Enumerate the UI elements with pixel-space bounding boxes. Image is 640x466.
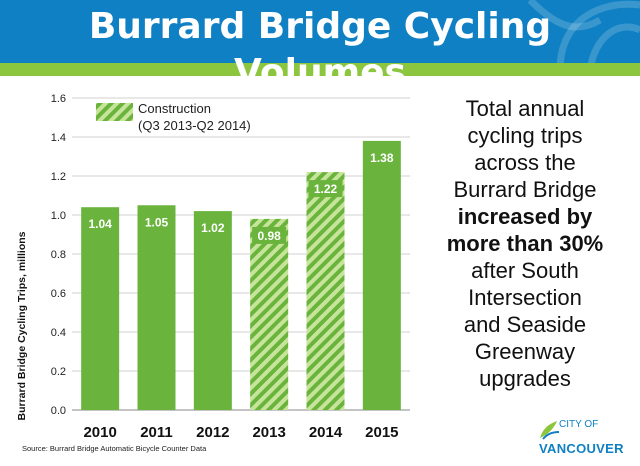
callout-line: after South — [471, 258, 579, 283]
y-tick-label: 1.6 — [51, 93, 66, 105]
data-label: 1.22 — [314, 182, 338, 196]
bar-2013 — [250, 218, 289, 410]
legend: Construction (Q3 2013-Q2 2014) — [138, 100, 251, 134]
data-label-box — [195, 219, 230, 237]
data-label: 1.38 — [370, 151, 394, 165]
x-tick-label: 2010 — [83, 424, 116, 441]
y-tick-label: 0.2 — [51, 366, 66, 378]
gridlines — [72, 97, 410, 411]
bar-2014 — [306, 172, 345, 410]
bar-2012 — [193, 211, 232, 410]
x-tick-label: 2015 — [365, 424, 398, 441]
source-note: Source: Burrard Bridge Automatic Bicycle… — [22, 444, 207, 453]
leaf-logo-icon — [540, 421, 560, 440]
callout-line-bold: increased by — [457, 204, 593, 229]
logo-text-bottom: VANCOUVER — [539, 441, 624, 456]
y-axis-label: Burrard Bridge Cycling Trips, millions — [16, 231, 28, 420]
data-labels: 1.04 1.05 1.02 0.98 1.22 1.38 — [83, 148, 399, 244]
data-label: 1.04 — [88, 217, 112, 231]
callout-line: Total annual — [465, 96, 585, 121]
header-banner: Burrard Bridge Cycling Volumes — [0, 0, 640, 76]
banner-stripe — [0, 63, 640, 76]
y-tick-label: 0.4 — [51, 327, 66, 339]
y-tick-label: 1.4 — [51, 132, 66, 144]
callout-line: Burrard Bridge — [453, 177, 597, 202]
city-logo: CITY OF VANCOUVER — [535, 418, 627, 458]
data-label-box — [308, 180, 343, 198]
logo-text-top: CITY OF — [559, 419, 599, 430]
x-tick-label: 2013 — [252, 424, 285, 441]
callout-line: across the — [474, 150, 576, 175]
callout-line: Intersection — [468, 285, 582, 310]
x-tick-label: 2011 — [140, 424, 173, 441]
bar-2010 — [81, 207, 120, 410]
y-tick-label: 0.0 — [51, 405, 66, 417]
x-axis-ticks: 2010 2011 2012 2013 2014 2015 — [83, 424, 398, 441]
data-label-box — [252, 226, 287, 244]
callout-line-bold: more than 30% — [446, 231, 604, 256]
legend-swatch — [96, 103, 133, 121]
callout-line: upgrades — [479, 366, 571, 391]
y-axis-ticks: 0.0 0.2 0.4 0.6 0.8 1.0 1.2 1.4 1.6 — [51, 93, 66, 417]
data-label-box — [83, 215, 118, 233]
y-tick-label: 1.0 — [51, 210, 66, 222]
data-label-box — [364, 148, 399, 166]
legend-label-line1: Construction — [138, 101, 211, 116]
bar-2015 — [362, 140, 401, 410]
y-tick-label: 1.2 — [51, 171, 66, 183]
x-tick-label: 2014 — [309, 424, 343, 441]
data-label-box — [139, 213, 174, 231]
y-tick-label: 0.6 — [51, 288, 66, 300]
legend-label-line2: (Q3 2013-Q2 2014) — [138, 118, 251, 133]
banner-decoration — [527, 0, 640, 71]
data-label: 0.98 — [257, 229, 281, 243]
callout-line: Greenway — [474, 339, 576, 364]
callout-line: cycling trips — [467, 123, 583, 148]
page-title: Burrard Bridge Cycling Volumes — [88, 6, 552, 76]
callout-text: Total annual cycling trips across the Bu… — [420, 95, 630, 392]
bar-chart: 1.04 1.05 1.02 0.98 1.22 1.38 0.0 0.2 0.4 0.6 0.8… — [16, 93, 410, 441]
callout-line: and Seaside — [463, 312, 587, 337]
data-label: 1.02 — [201, 221, 225, 235]
bars — [81, 140, 401, 410]
y-tick-label: 0.8 — [51, 249, 66, 261]
bar-2011 — [137, 205, 176, 410]
data-label: 1.05 — [145, 215, 169, 229]
x-tick-label: 2012 — [196, 424, 229, 441]
